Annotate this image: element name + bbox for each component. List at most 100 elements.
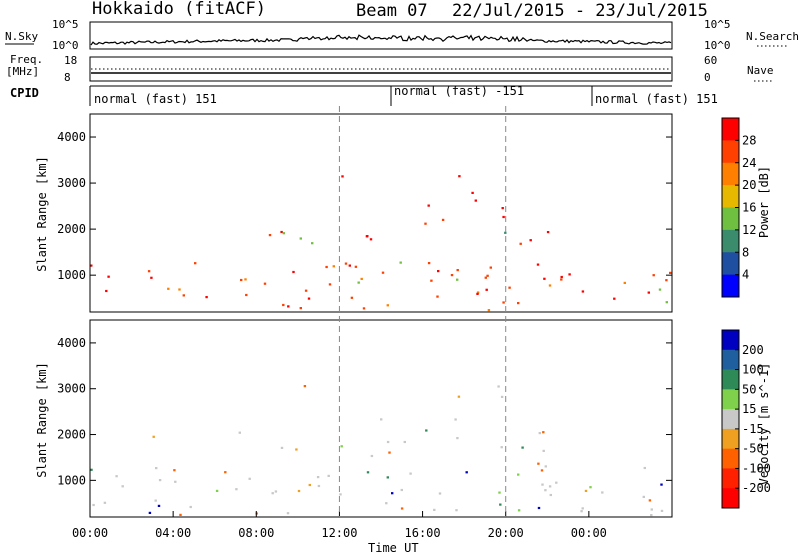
data-cell xyxy=(546,231,550,234)
colorbar-swatch xyxy=(722,118,739,141)
data-cell xyxy=(580,510,583,513)
colorbar-tick-label: 15 xyxy=(742,402,756,416)
data-cell xyxy=(487,309,491,312)
station-title: Hokkaido (fitACF) xyxy=(92,0,266,19)
colorbar-tick-label: 200 xyxy=(742,343,764,357)
data-cell xyxy=(121,485,124,488)
beam-label: Beam 07 xyxy=(356,1,428,21)
data-cell xyxy=(274,490,278,493)
data-cell xyxy=(650,514,653,517)
data-cell xyxy=(369,238,373,241)
data-cell xyxy=(297,489,301,493)
data-cell xyxy=(517,509,521,512)
data-cell xyxy=(427,204,430,207)
data-cell xyxy=(365,235,369,238)
data-cell xyxy=(344,262,348,265)
nsky-panel: N.Sky 10^5 10^0 10^5 10^0 N.Search xyxy=(5,18,799,52)
nsky-tick-bottom: 10^0 xyxy=(52,39,79,52)
velocity-colorbar-label: Velocity [m s^-1] xyxy=(757,363,771,486)
cpid-change-markers xyxy=(338,106,507,517)
data-cell xyxy=(400,488,403,492)
data-cell xyxy=(476,292,479,295)
data-cell xyxy=(154,499,157,502)
nave-label: Nave xyxy=(747,64,774,77)
data-cell xyxy=(248,477,251,480)
data-cell xyxy=(665,301,668,304)
data-cell xyxy=(173,469,176,472)
nsearch-label: N.Search xyxy=(746,30,799,43)
colorbar-tick-label: 8 xyxy=(742,245,749,259)
cpid-panel: CPID normal (fast) 151 normal (fast) -15… xyxy=(10,84,718,106)
colorbar-swatch xyxy=(722,369,739,390)
data-cell xyxy=(167,287,170,290)
velocity-frame xyxy=(89,319,673,518)
power-frame xyxy=(89,113,673,313)
data-cell xyxy=(386,304,389,307)
nsky-trace xyxy=(90,34,672,46)
colorbar-swatch xyxy=(722,428,739,450)
data-cell xyxy=(474,199,477,202)
colorbar-tick-label: 100 xyxy=(742,363,764,377)
colorbar-swatch xyxy=(722,330,739,351)
data-cell xyxy=(430,279,433,282)
data-cell xyxy=(517,302,520,305)
data-cell xyxy=(424,222,427,225)
data-cell xyxy=(205,296,208,299)
data-cell xyxy=(486,274,489,277)
data-cell xyxy=(268,234,272,237)
data-cell xyxy=(648,499,652,502)
data-cell xyxy=(457,395,461,398)
data-cell xyxy=(366,471,370,474)
data-cell xyxy=(280,230,283,234)
data-cell xyxy=(179,513,182,516)
data-cell xyxy=(152,435,155,438)
cpid-label: CPID xyxy=(10,86,39,100)
data-cell xyxy=(90,468,93,471)
data-cell xyxy=(317,484,321,488)
data-cell xyxy=(400,507,404,510)
data-cell xyxy=(150,276,153,279)
data-cell xyxy=(380,418,383,421)
data-cell xyxy=(456,437,459,440)
data-cell xyxy=(537,462,540,465)
data-cell xyxy=(339,493,342,496)
nsky-frame xyxy=(89,21,673,50)
data-cell xyxy=(391,492,394,495)
data-cell xyxy=(350,296,354,299)
colorbar-tick-label: 28 xyxy=(742,133,756,147)
data-cell xyxy=(484,276,487,279)
data-cell xyxy=(549,493,552,497)
data-cell xyxy=(105,289,108,293)
cpid-segment-2: normal (fast) -151 xyxy=(394,84,524,98)
data-cell xyxy=(178,288,181,291)
nsearch-tick-top: 10^5 xyxy=(704,18,731,31)
data-cell xyxy=(555,481,558,484)
data-cell xyxy=(529,239,532,242)
data-cell xyxy=(385,502,388,505)
data-cell xyxy=(427,262,431,265)
data-cell xyxy=(501,207,504,210)
data-cell xyxy=(437,270,440,273)
data-cell xyxy=(147,270,151,273)
data-cell xyxy=(660,509,664,512)
data-cell xyxy=(194,262,197,265)
xlabel: Time UT xyxy=(368,541,419,554)
data-cell xyxy=(642,495,645,498)
data-cell xyxy=(433,508,436,511)
data-cell xyxy=(542,431,545,434)
data-cell xyxy=(436,295,439,298)
data-cell xyxy=(90,264,93,267)
data-cell xyxy=(263,282,267,285)
data-cell xyxy=(538,432,541,435)
colorbar-tick-label: 24 xyxy=(742,156,756,170)
freq-frame xyxy=(89,56,673,82)
colorbar-tick-label: 20 xyxy=(742,178,756,192)
x-tick-label: 00:00 xyxy=(72,526,108,540)
nave-tick-top: 60 xyxy=(704,54,717,67)
data-cell xyxy=(92,503,95,507)
colorbar-swatch xyxy=(722,389,739,410)
data-cell xyxy=(601,491,604,494)
time-x-axis: 00:00 04:00 08:00 12:00 16:00 20:00 00:00 xyxy=(72,511,607,540)
data-cell xyxy=(425,429,428,432)
